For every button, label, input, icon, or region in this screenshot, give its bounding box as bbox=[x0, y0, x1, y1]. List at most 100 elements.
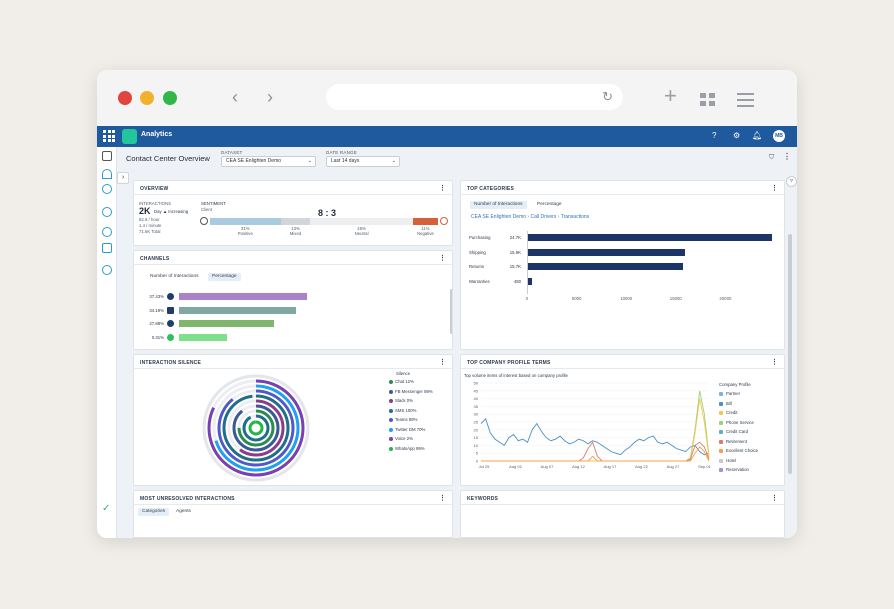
shield-icon[interactable]: ⛉ bbox=[769, 154, 775, 161]
legend-item[interactable]: Voice 2% bbox=[395, 436, 413, 441]
legend-item[interactable]: Bill bbox=[726, 400, 732, 406]
tab-number-of-interactions[interactable]: Number of Interactions bbox=[150, 274, 199, 279]
date-range-select[interactable]: Last 14 days ⌄ bbox=[326, 156, 400, 167]
network-icon[interactable] bbox=[102, 265, 112, 275]
x-tick-label: Aug 02 bbox=[509, 464, 522, 469]
reload-icon[interactable]: ↻ bbox=[602, 89, 613, 104]
tab-agents[interactable]: Agents bbox=[176, 509, 191, 514]
avatar[interactable]: MB bbox=[773, 130, 785, 142]
sentiment-labels: 31% Positive 13% Mixed 45% Neutral 11% Negative bbox=[210, 226, 438, 238]
close-window-button[interactable] bbox=[118, 91, 132, 105]
settings-icon[interactable]: ⚙ bbox=[733, 131, 741, 140]
sidebar-collapse-button[interactable]: › bbox=[117, 172, 129, 184]
new-tab-icon[interactable]: + bbox=[664, 83, 677, 108]
silence-ring[interactable] bbox=[237, 409, 275, 447]
silence-ring[interactable] bbox=[222, 394, 290, 462]
scrollbar[interactable] bbox=[450, 289, 452, 334]
minimize-window-button[interactable] bbox=[140, 91, 154, 105]
silence-ring[interactable] bbox=[227, 399, 285, 457]
more-options-icon[interactable]: ⋮ bbox=[439, 495, 446, 502]
channel-bar[interactable] bbox=[179, 306, 296, 314]
filter-icon[interactable]: ▿ bbox=[786, 176, 797, 187]
tab-categories[interactable]: Categories bbox=[138, 508, 170, 516]
menu-icon[interactable] bbox=[737, 90, 754, 112]
rate-per-minute: 1.4 / minute bbox=[139, 223, 162, 228]
more-options-icon[interactable]: ⋮ bbox=[771, 495, 778, 502]
category-bar[interactable] bbox=[527, 248, 685, 256]
silence-ring[interactable] bbox=[232, 404, 280, 452]
more-options-icon[interactable]: ⋮ bbox=[439, 185, 446, 192]
category-bar[interactable] bbox=[527, 263, 683, 270]
channel-percent: 0.31% bbox=[151, 334, 164, 340]
legend-item[interactable]: Retirement bbox=[726, 438, 748, 444]
dataset-select[interactable]: CEA SE Enlighten Demo ⌄ bbox=[221, 156, 316, 167]
positive-face-icon bbox=[200, 217, 208, 225]
scrollbar[interactable] bbox=[788, 234, 792, 474]
channel-icon bbox=[389, 389, 393, 394]
more-options-icon[interactable]: ⋮ bbox=[439, 255, 446, 262]
breadcrumb-item[interactable]: Transactions bbox=[560, 214, 590, 220]
check-icon[interactable]: ✓ bbox=[102, 503, 111, 514]
app-launcher-icon[interactable] bbox=[103, 130, 115, 142]
legend-item[interactable]: SMS 100% bbox=[395, 407, 417, 413]
legend-item[interactable]: Chat 12% bbox=[395, 379, 414, 384]
legend-item[interactable]: Partner bbox=[726, 391, 741, 396]
breadcrumb-item[interactable]: Call Drivers bbox=[530, 214, 557, 220]
refresh-icon[interactable] bbox=[102, 227, 112, 237]
silence-ring[interactable] bbox=[212, 384, 300, 472]
legend-item[interactable]: Credit bbox=[726, 410, 738, 415]
legend-item[interactable]: Credit Card bbox=[726, 429, 748, 434]
forward-arrow-icon[interactable]: › bbox=[267, 87, 273, 107]
gauge-icon[interactable] bbox=[102, 169, 112, 179]
series-line[interactable] bbox=[481, 446, 710, 462]
silence-ring[interactable] bbox=[207, 379, 305, 477]
maximize-window-button[interactable] bbox=[163, 91, 177, 105]
more-options-icon[interactable]: ⋮ bbox=[771, 359, 778, 366]
category-value: 480 bbox=[513, 278, 521, 284]
address-bar[interactable]: ↻ bbox=[326, 84, 623, 110]
legend-item[interactable]: FB Messenger 89% bbox=[395, 388, 433, 394]
help-icon[interactable]: ? bbox=[712, 131, 717, 140]
tab-grid-icon[interactable] bbox=[700, 90, 716, 112]
category-bar[interactable] bbox=[527, 277, 532, 285]
legend-item[interactable]: Reservation bbox=[726, 467, 749, 472]
more-options-icon[interactable]: ⋮ bbox=[783, 152, 791, 161]
category-bar[interactable] bbox=[527, 234, 772, 241]
breadcrumb-item[interactable]: CEA SE Enlighten Demo bbox=[471, 214, 527, 220]
more-options-icon[interactable]: ⋮ bbox=[439, 359, 446, 366]
legend-item[interactable]: WhatsApp 99% bbox=[395, 445, 425, 451]
whatsapp-icon bbox=[167, 333, 174, 341]
divider bbox=[461, 368, 784, 369]
back-arrow-icon[interactable]: ‹ bbox=[232, 87, 238, 107]
tab-number-of-interactions[interactable]: Number of Interactions bbox=[470, 201, 527, 209]
legend-item[interactable]: Slack 0% bbox=[395, 398, 413, 403]
legend-item[interactable]: Excellent Choice bbox=[726, 448, 759, 453]
email-icon bbox=[167, 306, 174, 314]
channel-bar[interactable] bbox=[179, 320, 275, 327]
target-icon[interactable] bbox=[102, 207, 112, 217]
search-icon[interactable] bbox=[102, 184, 112, 194]
channel-bar[interactable] bbox=[179, 293, 307, 300]
series-line[interactable] bbox=[480, 418, 710, 456]
category-value: 24.7K bbox=[509, 235, 521, 240]
more-options-icon[interactable]: ⋮ bbox=[771, 185, 778, 192]
dashboard-icon[interactable] bbox=[102, 151, 112, 161]
notifications-icon[interactable]: 🔔︎ bbox=[752, 131, 763, 140]
tab-percentage[interactable]: Percentage bbox=[208, 273, 241, 281]
silence-ring[interactable] bbox=[202, 374, 310, 482]
chart-subtitle: Top volume items of interest based on co… bbox=[464, 373, 568, 378]
silence-ring[interactable] bbox=[217, 389, 295, 467]
report-icon[interactable] bbox=[102, 243, 112, 253]
sentiment-percent: 11% bbox=[421, 226, 430, 231]
legend-item[interactable]: Hotel bbox=[726, 457, 737, 463]
legend-item[interactable]: Teams 89% bbox=[395, 417, 418, 422]
silence-ring[interactable] bbox=[248, 420, 264, 436]
category-label: Warranties bbox=[469, 278, 490, 284]
legend-item[interactable]: Phone Service bbox=[726, 419, 754, 425]
tab-percentage[interactable]: Percentage bbox=[537, 202, 562, 207]
overview-card: OVERVIEW ⋮ INTERACTIONS 2K Day ▲ Increas… bbox=[133, 180, 453, 246]
sentiment-percent: 13% bbox=[291, 226, 300, 231]
channel-bar[interactable] bbox=[179, 333, 227, 341]
legend-item[interactable]: Twitter DM 70% bbox=[395, 426, 426, 432]
silence-ring[interactable] bbox=[242, 414, 270, 442]
